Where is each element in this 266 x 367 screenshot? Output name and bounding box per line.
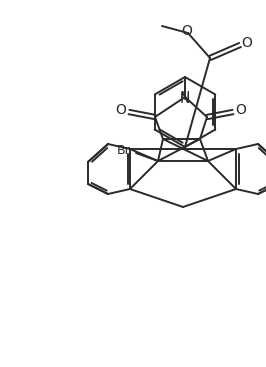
Text: Br: Br [117, 145, 131, 157]
Text: N: N [180, 92, 190, 106]
Text: O: O [115, 103, 126, 117]
Text: O: O [242, 36, 252, 50]
Text: O: O [182, 24, 192, 38]
Text: O: O [236, 103, 246, 117]
Text: N: N [180, 90, 190, 104]
